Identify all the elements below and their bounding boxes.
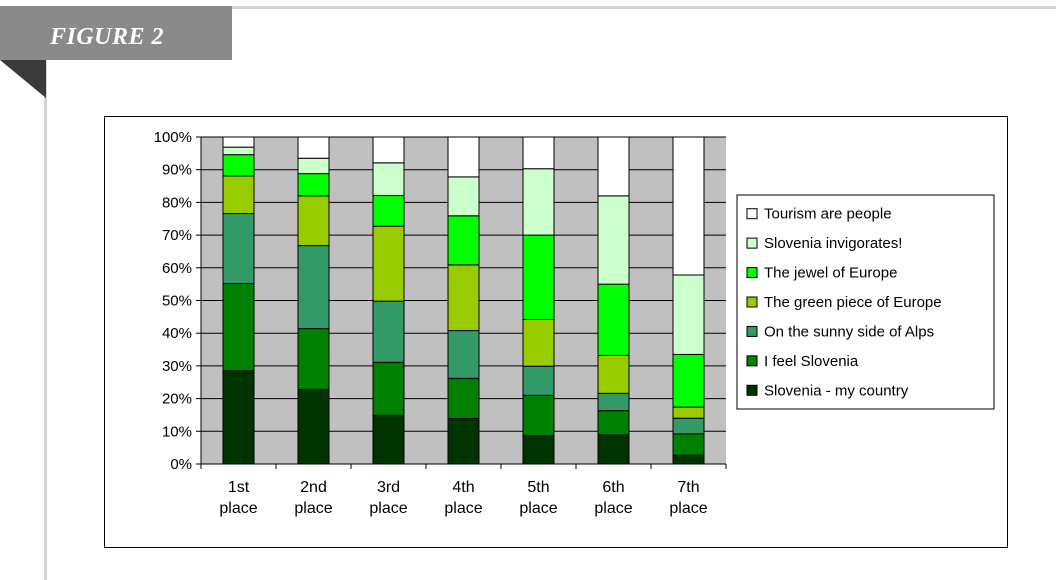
- x-tick-label: 2nd: [300, 479, 327, 496]
- x-tick-label: place: [219, 500, 257, 517]
- bar-segment: [297, 245, 330, 330]
- bar-segment: [672, 454, 705, 465]
- bar-segment: [222, 175, 255, 215]
- bar-segment: [372, 300, 405, 363]
- x-tick-label: 7th: [677, 479, 699, 496]
- bar-segment: [597, 136, 630, 197]
- bar-segment: [222, 213, 255, 284]
- bar-segment: [672, 274, 705, 355]
- legend-swatch: [746, 237, 758, 249]
- x-tick-label: place: [669, 500, 707, 517]
- legend-swatch: [746, 325, 758, 337]
- bar-segment: [372, 195, 405, 227]
- x-tick-label: place: [294, 500, 332, 517]
- figure-label: FIGURE 2: [50, 24, 165, 50]
- bar-segment: [222, 154, 255, 177]
- y-tick-label: 70%: [162, 227, 192, 244]
- legend-label: The green piece of Europe: [764, 294, 942, 311]
- bar-segment: [522, 318, 555, 367]
- bar-segment: [672, 417, 705, 435]
- bar-segment: [372, 136, 405, 164]
- figure-tab: [0, 6, 232, 60]
- x-tick-label: 1st: [228, 479, 250, 496]
- bar-segment: [297, 157, 330, 175]
- bar-segment: [447, 215, 480, 266]
- legend-swatch: [746, 296, 758, 308]
- chart-area: 0% 10% 20% 30% 40% 50% 60% 70% 80% 90% 100% 1st plac…: [104, 116, 1008, 548]
- x-tick-label: place: [594, 500, 632, 517]
- bar-segment: [672, 406, 705, 419]
- y-tick-label: 90%: [162, 162, 192, 179]
- legend-label: On the sunny side of Alps: [764, 323, 934, 340]
- y-tick-label: 20%: [162, 391, 192, 408]
- bar-segment: [222, 282, 255, 372]
- x-tick-label: place: [519, 500, 557, 517]
- bar-segment: [222, 146, 255, 156]
- x-tick-label: place: [444, 500, 482, 517]
- figure-tab-fold: [0, 60, 46, 98]
- x-tick-label: 3rd: [377, 479, 400, 496]
- x-tick-label: place: [369, 500, 407, 517]
- bar-segment: [372, 162, 405, 197]
- bar-segment: [297, 388, 330, 465]
- bar-segment: [447, 418, 480, 465]
- bar-segment: [372, 361, 405, 416]
- bar-segment: [522, 136, 555, 170]
- bar-segment: [447, 136, 480, 178]
- bar-segment: [597, 195, 630, 285]
- y-tick-label: 80%: [162, 194, 192, 211]
- bar-segment: [447, 264, 480, 332]
- bar-segment: [597, 354, 630, 394]
- bar-segment: [597, 392, 630, 412]
- bar-segment: [297, 136, 330, 159]
- stacked-bar-chart: 0% 10% 20% 30% 40% 50% 60% 70% 80% 90% 100% 1st plac…: [154, 129, 995, 517]
- legend-swatch: [746, 384, 758, 396]
- y-tick-label: 60%: [162, 260, 192, 277]
- x-tick-label: 6th: [602, 479, 624, 496]
- bar-segment: [447, 176, 480, 217]
- y-tick-label: 40%: [162, 325, 192, 342]
- x-tick-label: 5th: [527, 479, 549, 496]
- legend-label: Tourism are people: [764, 206, 892, 223]
- bar-segment: [297, 195, 330, 247]
- bar-segment: [297, 328, 330, 390]
- bar-segment: [597, 410, 630, 436]
- x-tick-label: 4th: [452, 479, 474, 496]
- bar-segment: [222, 370, 255, 465]
- y-tick-label: 50%: [162, 293, 192, 310]
- bar-segment: [672, 136, 705, 276]
- bar-segment: [522, 168, 555, 236]
- bar-segment: [522, 394, 555, 437]
- legend: [736, 194, 995, 410]
- y-tick-label: 10%: [162, 423, 192, 440]
- left-rule: [44, 6, 47, 580]
- y-tick-label: 100%: [154, 129, 192, 146]
- bar-segment: [597, 283, 630, 356]
- legend-swatch: [746, 267, 758, 279]
- legend-label: Slovenia - my country: [764, 382, 909, 399]
- bar-segment: [372, 225, 405, 302]
- legend-label: I feel Slovenia: [764, 353, 859, 370]
- bar-segment: [597, 434, 630, 465]
- y-tick-label: 0%: [170, 456, 192, 473]
- bar-segment: [522, 435, 555, 465]
- top-rule: [44, 6, 1056, 9]
- bar-segment: [522, 234, 555, 320]
- bar-segment: [447, 377, 480, 420]
- bar-segment: [372, 414, 405, 465]
- legend-label: The jewel of Europe: [764, 265, 897, 282]
- bar-segment: [672, 353, 705, 408]
- legend-label: Slovenia invigorates!: [764, 235, 902, 252]
- bar-segment: [672, 433, 705, 456]
- legend-swatch: [746, 355, 758, 367]
- legend-swatch: [746, 208, 758, 220]
- y-tick-label: 30%: [162, 358, 192, 375]
- bar-segment: [297, 173, 330, 197]
- bar-segment: [222, 136, 255, 148]
- bar-segment: [447, 330, 480, 379]
- bar-segment: [522, 365, 555, 396]
